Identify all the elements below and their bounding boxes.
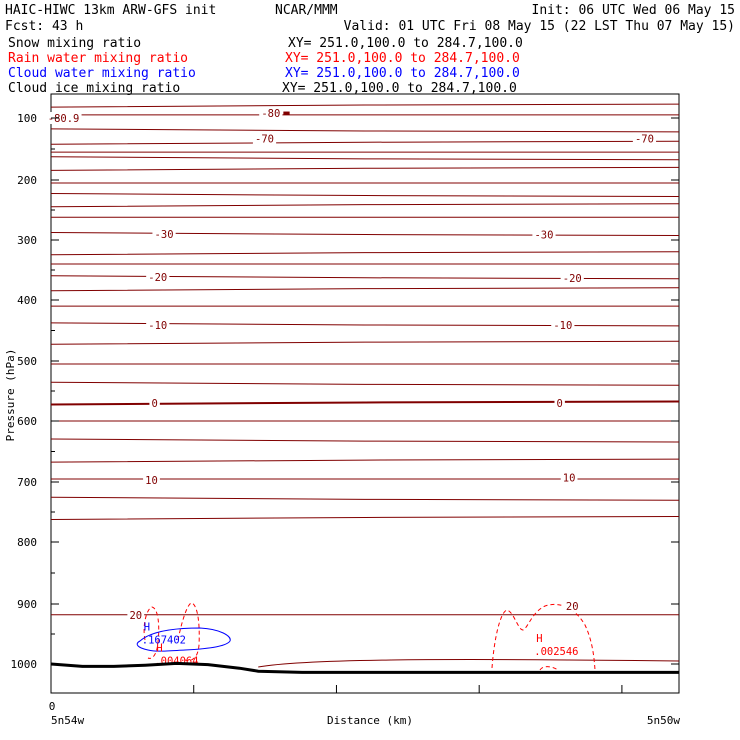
isotherm-line [50, 251, 680, 256]
contour-label-bg [554, 397, 565, 409]
isotherm-line [50, 438, 680, 443]
legend-cloudice-xy: XY= 251.0,100.0 to 284.7,100.0 [282, 81, 517, 96]
plot-frame [50, 93, 680, 694]
isotherm-line [50, 156, 680, 161]
contour-label: -20 [563, 273, 582, 285]
isotherm-line [50, 287, 680, 292]
cloudwater-contour [136, 627, 231, 652]
x-axis-title: Distance (km) [327, 714, 413, 727]
org-label: NCAR/MMM [275, 3, 338, 18]
isotherm-line [50, 203, 680, 208]
extremum-symbol: H [536, 633, 542, 645]
isotherm-line [50, 193, 680, 197]
contour-label-bg [149, 397, 160, 409]
extremum-symbol: H [156, 642, 162, 654]
contour-label-bg [146, 319, 170, 332]
contour-label: -80.9 [48, 113, 80, 125]
contour-label: -30 [534, 230, 553, 242]
rain-contour-left-2 [177, 602, 200, 661]
y-tick-label: 1000 [11, 658, 38, 671]
contour-label: -30 [155, 229, 174, 241]
contour-label: -10 [553, 320, 572, 332]
x-tick-zero: 0 [49, 700, 56, 713]
y-tick-label: 100 [17, 112, 37, 125]
contour-label-bg [551, 319, 575, 332]
legend-cloudice-name: Cloud ice mixing ratio [8, 81, 180, 96]
y-tick-label: 500 [17, 355, 37, 368]
contour-label-bg [152, 228, 176, 240]
contour-label: -10 [148, 320, 167, 332]
contour-label-group: -80 -80.9 -70 -70 -30 -30 -20 -20 -10 -10 0 0 10 10 20… [45, 107, 657, 667]
isotherm-line [50, 128, 680, 133]
legend-cloudwater-name: Cloud water mixing ratio [8, 66, 196, 81]
contour-label: 10 [563, 473, 576, 485]
contour-label: 20 [129, 610, 142, 622]
y-tick-label: 200 [17, 174, 37, 187]
contour-label-bg [259, 107, 283, 120]
legend-snow-xy: XY= 251.0,100.0 to 284.7,100.0 [288, 36, 523, 51]
legend-cloudwater-xy: XY= 251.0,100.0 to 284.7,100.0 [285, 66, 520, 81]
y-tick-label: 700 [17, 476, 37, 489]
y-tick-label: 300 [17, 234, 37, 247]
legend-rain-xy: XY= 251.0,100.0 to 284.7,100.0 [285, 51, 520, 66]
contour-label: -20 [148, 272, 167, 284]
y-tick-label: 600 [17, 415, 37, 428]
legend-snow-name: Snow mixing ratio [8, 36, 141, 51]
terrain-line [50, 661, 679, 674]
moisture-contour-group [136, 602, 596, 671]
x-left-location: 5n54w [51, 714, 84, 727]
y-tick-label: 900 [17, 598, 37, 611]
isotherm-line [50, 340, 680, 345]
isotherm-line [50, 381, 680, 386]
contour-label: 20 [566, 601, 579, 613]
extremum-symbol: H [144, 621, 150, 633]
contour-label: 0 [557, 398, 563, 410]
isotherm-line [50, 103, 680, 108]
y-tick-label: 800 [17, 536, 37, 549]
contour-label-bg [632, 132, 657, 145]
contour-label: 0 [151, 398, 157, 410]
rain-contour-left-1 [143, 606, 160, 659]
contour-label: -70 [635, 133, 654, 145]
isotherm-line [258, 658, 680, 668]
contour-label-bg [143, 474, 160, 487]
legend-rain-name: Rain water mixing ratio [8, 51, 188, 66]
contour-label-bg [252, 132, 277, 145]
contour-label-bg [532, 228, 556, 241]
isotherm-line [50, 400, 680, 406]
isotherm-group [50, 103, 680, 668]
isotherm-line [50, 322, 680, 327]
contour-label-bg [127, 608, 145, 621]
init-label: Init: 06 UTC Wed 06 May 15 [532, 3, 736, 18]
contour-label: 10 [145, 475, 158, 487]
isotherm-line [50, 516, 680, 520]
x-right-location: 5n50w [647, 714, 680, 727]
contour-label: -80 [261, 108, 280, 120]
y-axis-title: Pressure (hPa) [4, 349, 17, 442]
rain-contour-right-1 [491, 603, 596, 671]
isotherm-line [50, 275, 680, 280]
contour-label-bg [45, 112, 82, 124]
extremum-value: .167402 [142, 634, 186, 646]
fcst-label: Fcst: 43 h [5, 19, 83, 34]
valid-label: Valid: 01 UTC Fri 08 May 15 (22 LST Thu … [344, 19, 735, 34]
isotherm-line [50, 496, 680, 501]
contour-label-bg [146, 271, 170, 284]
isotherm-line [50, 458, 680, 463]
y-tick-label: 400 [17, 294, 37, 307]
extremum-value: .002546 [534, 646, 578, 658]
isotherm-line [50, 232, 680, 236]
contour-label-bg [560, 471, 578, 484]
rain-contour-right-2 [539, 666, 559, 671]
title-left: HAIC-HIWC 13km ARW-GFS init [5, 3, 216, 18]
contour-label: -70 [255, 133, 274, 145]
isotherm-line [50, 140, 680, 145]
contour-label-bg [563, 599, 581, 612]
contour-label-bg [560, 271, 584, 284]
isotherm-line [50, 166, 680, 171]
